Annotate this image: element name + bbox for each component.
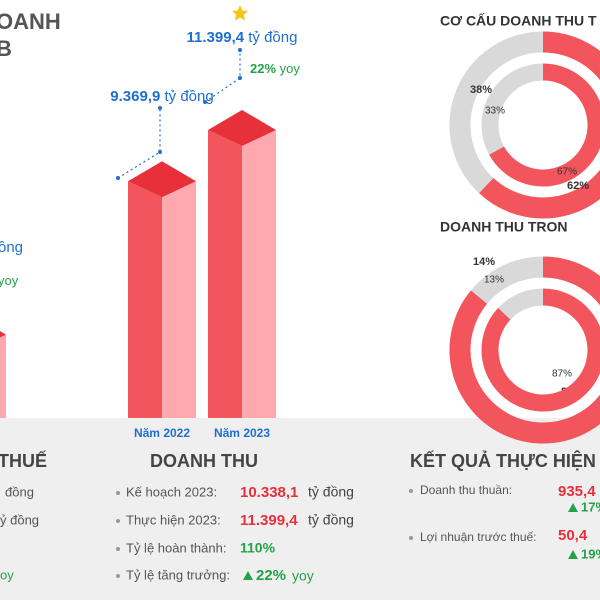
bullet xyxy=(116,491,120,495)
bar-top xyxy=(128,161,196,198)
bar xyxy=(208,110,276,418)
chart-title: DOANH THU TRON xyxy=(440,219,568,235)
leader-dot xyxy=(116,176,120,180)
growth: 17% xyxy=(581,499,600,514)
row-unit: tỷ đồng xyxy=(308,484,354,500)
bar-top xyxy=(208,110,276,146)
row-label: Thực hiện 2023: xyxy=(126,512,221,527)
bar-top xyxy=(0,331,6,338)
row-value: 935,4 xyxy=(558,483,596,500)
section-title: DOANH THU xyxy=(150,451,258,471)
star-icon xyxy=(232,5,248,21)
data-label: 14% xyxy=(473,256,495,268)
data-label: 13% xyxy=(484,275,504,286)
growth: 19% xyxy=(581,546,600,561)
text: ỷ đồng xyxy=(0,512,39,527)
donut-segment xyxy=(470,256,544,305)
row-unit: tỷ đồng xyxy=(308,512,354,528)
leader-dot xyxy=(158,106,162,110)
x-tick-label: Năm 2022 xyxy=(134,426,190,440)
title: OANH xyxy=(0,9,61,34)
growth-value: 22% xyxy=(250,61,276,76)
donut-segment xyxy=(481,63,544,155)
donut-segment xyxy=(479,31,600,219)
x-tick-label: Năm 2023 xyxy=(214,426,270,440)
chart-title: CƠ CẤU DOANH THU T xyxy=(440,13,597,29)
row-label: Lợi nhuận trước thuế: xyxy=(420,530,537,544)
row-label: Tỷ lệ hoàn thành: xyxy=(126,540,226,555)
section-title: KẾT QUẢ THỰC HIỆN xyxy=(410,450,596,471)
row-value: 11.399,4 xyxy=(240,512,298,529)
title: B xyxy=(0,36,12,61)
text: đồng xyxy=(5,484,34,499)
bullet xyxy=(116,574,120,578)
row-label: Tỷ lệ tăng trưởng: xyxy=(126,567,230,582)
unit: ồng xyxy=(0,239,23,256)
bullet xyxy=(409,536,413,540)
data-label: 33% xyxy=(485,106,505,117)
value-label: 9.369,9 tỷ đồng xyxy=(110,88,213,105)
growth-suffix: yoy xyxy=(280,61,301,76)
bar-left-face xyxy=(128,181,162,418)
bar-left-face xyxy=(208,130,242,418)
bullet xyxy=(409,489,413,493)
bullet xyxy=(116,547,120,551)
growth-label: 22% yoy xyxy=(250,61,300,76)
up-arrow xyxy=(568,503,578,512)
row-value: 50,4 xyxy=(558,527,588,544)
bar-right-face xyxy=(242,130,276,418)
leader-dot xyxy=(158,150,162,154)
bar xyxy=(0,331,6,418)
unit: tỷ đồng xyxy=(248,29,297,46)
row-value: 22% xyxy=(256,567,286,584)
up-arrow xyxy=(243,571,253,580)
leader-line xyxy=(117,108,161,179)
row-label: Kế hoạch 2023: xyxy=(126,484,217,499)
value-label: ồng xyxy=(0,239,23,256)
data-label: 38% xyxy=(470,84,492,96)
leader-dot xyxy=(238,76,242,80)
donut-segment xyxy=(498,288,544,320)
donut-segment xyxy=(449,31,544,194)
text: oy xyxy=(0,567,14,582)
data-label: 87% xyxy=(552,369,572,380)
data-label: 62% xyxy=(567,180,589,192)
up-arrow xyxy=(568,550,578,559)
data-label: 67% xyxy=(557,167,577,178)
growth-label: yoy xyxy=(0,273,19,288)
donut-segment xyxy=(489,63,600,187)
growth-suffix: yoy xyxy=(0,273,19,288)
leader-dot xyxy=(203,100,207,104)
bar-right-face xyxy=(0,334,6,418)
value-label: 11.399,4 tỷ đồng xyxy=(187,29,298,46)
leader-line xyxy=(204,50,241,103)
row-label: Doanh thu thuần: xyxy=(420,483,512,497)
donut-segment xyxy=(481,288,600,412)
row-unit: yoy xyxy=(292,568,314,584)
bar-right-face xyxy=(162,181,196,418)
bottom-panel xyxy=(0,418,600,600)
value: 11.399,4 xyxy=(187,29,245,46)
leader-dot xyxy=(238,48,242,52)
donut-segment xyxy=(449,256,600,444)
bullet xyxy=(116,519,120,523)
bar xyxy=(128,161,196,418)
unit: tỷ đồng xyxy=(165,88,214,105)
section-title: THUẾ xyxy=(0,450,47,471)
value: 9.369,9 xyxy=(110,88,160,105)
row-value: 10.338,1 xyxy=(240,484,298,501)
row-value: 110% xyxy=(240,540,276,556)
